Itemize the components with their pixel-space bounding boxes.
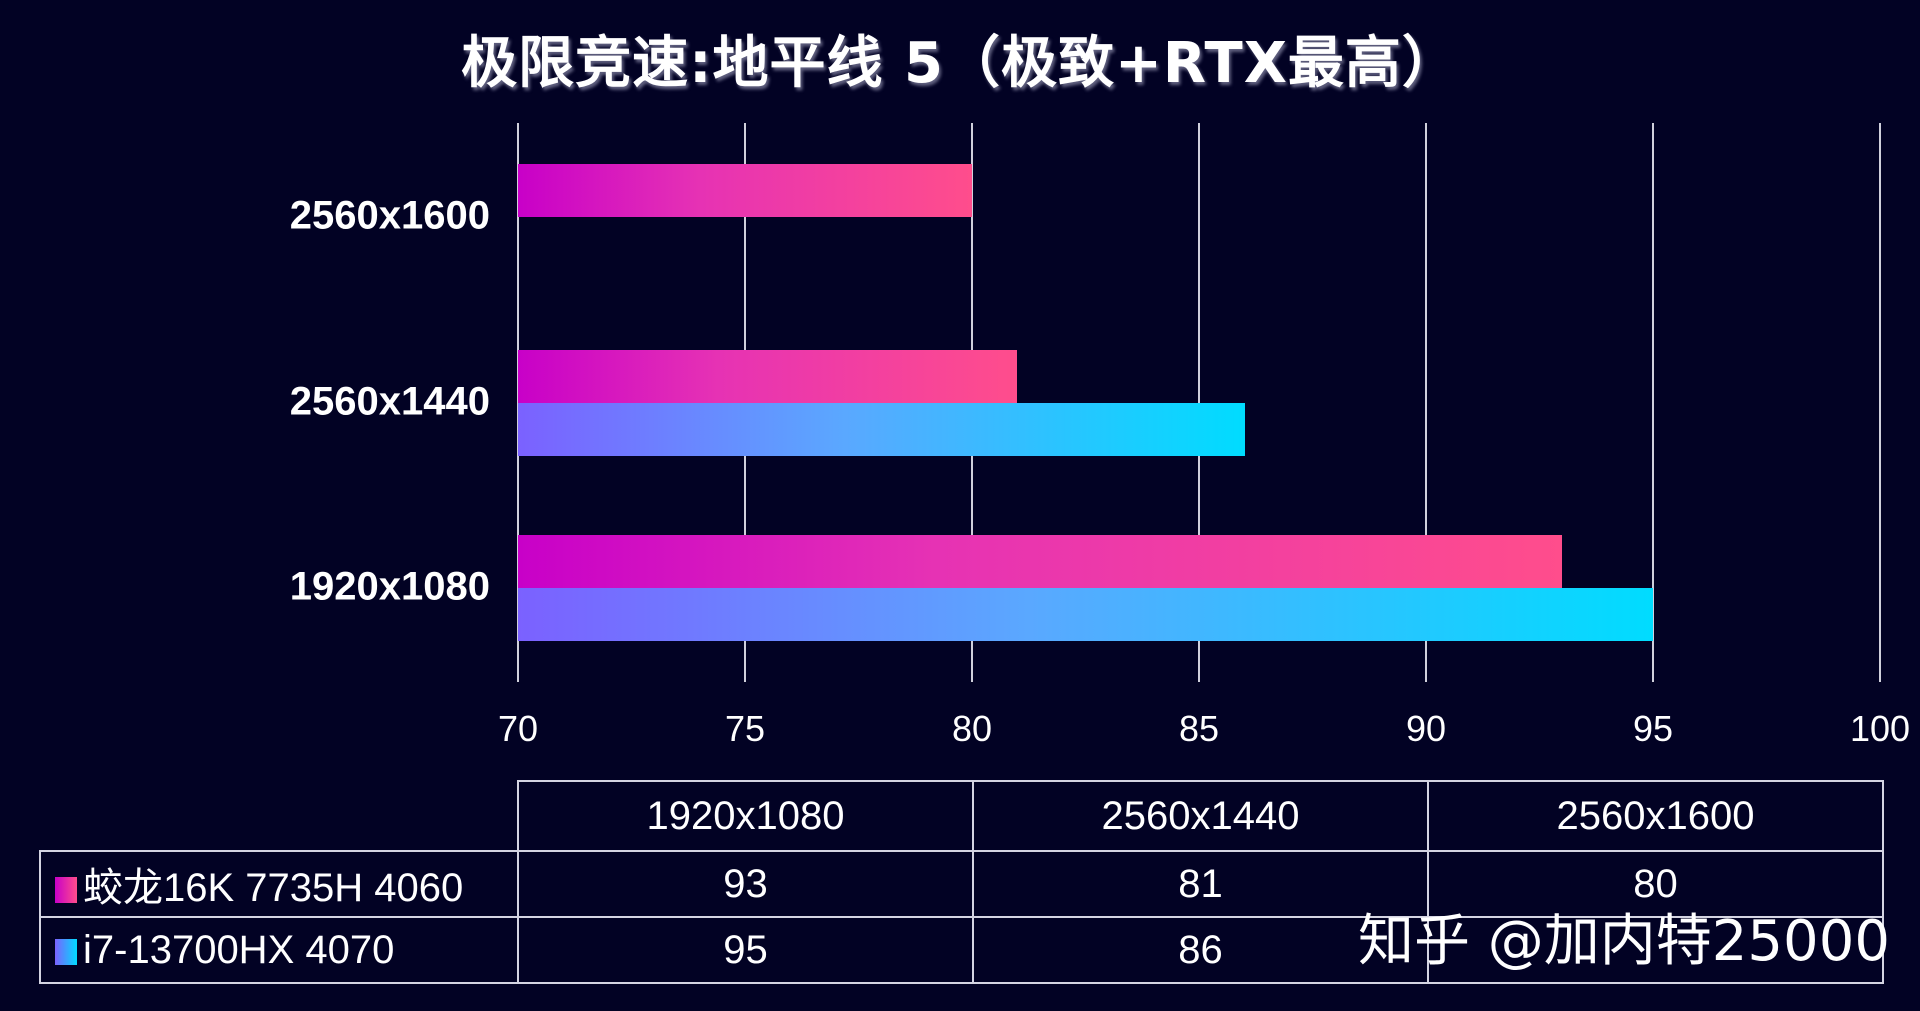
table-header-row: 1920x1080 2560x1440 2560x1600	[40, 780, 1884, 852]
x-tick-100: 100	[1849, 708, 1911, 749]
y-axis-label-2560x1600: 2560x1600	[289, 193, 490, 238]
bar-2560x1600-series0	[518, 164, 972, 217]
table-cell: 86	[972, 916, 1429, 984]
table-header-cell: 2560x1440	[972, 780, 1429, 852]
table-cell	[1427, 916, 1884, 984]
legend-cell: i7-13700HX 4070	[39, 916, 519, 984]
table-cell: 81	[972, 850, 1429, 918]
x-tick-85: 85	[1178, 708, 1220, 749]
chart-title: 极限竞速:地平线 5（极致+RTX最高）	[461, 31, 1459, 96]
table-cell: 95	[517, 916, 974, 984]
table-cell: 80	[1427, 850, 1884, 918]
data-table: 1920x1080 2560x1440 2560x1600 蛟龙16K 7735…	[39, 780, 1884, 984]
table-header-cell: 1920x1080	[517, 780, 974, 852]
table-row: 蛟龙16K 7735H 4060 93 81 80	[39, 850, 1884, 918]
table-cell: 93	[517, 850, 974, 918]
table-corner	[40, 781, 519, 852]
watermark: 知乎 @加内特25000	[1358, 909, 1890, 974]
series-label: i7-13700HX 4070	[83, 927, 395, 972]
x-tick-90: 90	[1405, 708, 1447, 749]
bar-1920x1080-series1	[518, 588, 1653, 641]
legend-swatch-icon	[55, 938, 77, 965]
bar-2560x1440-series1	[518, 403, 1245, 456]
y-axis-label-1920x1080: 1920x1080	[289, 564, 490, 609]
gridline-100	[1879, 123, 1881, 682]
gridline-90	[1425, 123, 1427, 682]
x-tick-95: 95	[1632, 708, 1674, 749]
gridline-95	[1652, 123, 1654, 682]
y-axis-label-2560x1440: 2560x1440	[289, 379, 490, 424]
plot-area	[517, 123, 1881, 682]
bar-2560x1440-series0	[518, 350, 1017, 403]
legend-cell: 蛟龙16K 7735H 4060	[39, 850, 519, 918]
table-header-cell: 2560x1600	[1427, 780, 1884, 852]
bar-1920x1080-series0	[518, 535, 1562, 588]
gridline-85	[1198, 123, 1200, 682]
table-row: i7-13700HX 4070 95 86	[39, 916, 1884, 984]
x-tick-70: 70	[497, 708, 539, 749]
legend-swatch-icon	[55, 877, 77, 903]
series-label: 蛟龙16K 7735H 4060	[83, 866, 464, 910]
x-tick-80: 80	[951, 708, 993, 749]
x-tick-75: 75	[724, 708, 766, 749]
